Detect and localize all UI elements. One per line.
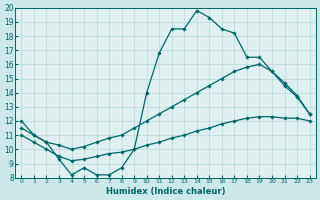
X-axis label: Humidex (Indice chaleur): Humidex (Indice chaleur) [106, 187, 225, 196]
